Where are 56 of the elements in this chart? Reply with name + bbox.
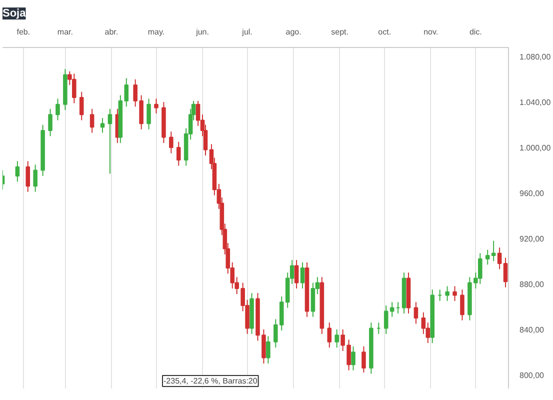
candlestick (169, 131, 174, 154)
candlestick (300, 262, 305, 289)
y-tick-label: 880,00 (520, 280, 545, 289)
candlestick (491, 240, 496, 262)
annotation: -235,4, -22,6 %, Barras:20 (164, 376, 258, 386)
y-tick-label: 800,00 (520, 370, 545, 380)
x-tick-label: sept. (331, 28, 349, 36)
y-tick-label: 1.000,00 (520, 144, 552, 153)
candlestick (452, 286, 457, 302)
candlestick (310, 282, 316, 318)
candlestick (48, 108, 52, 137)
candlestick (262, 328, 266, 364)
candlestick (414, 302, 418, 324)
x-tick-label: abr. (104, 28, 118, 36)
candlestick (79, 91, 84, 121)
y-tick-label: 1.040,00 (520, 98, 552, 108)
candlestick (497, 247, 502, 270)
candlestick (327, 322, 332, 348)
x-tick-label: jul. (241, 28, 252, 36)
candlestick (351, 346, 356, 371)
candlestick (133, 78, 138, 108)
candlestick (384, 305, 388, 334)
candlestick (100, 117, 105, 134)
candlestick (485, 249, 490, 266)
y-tick-label: 960,00 (520, 188, 545, 198)
y-tick-label: 840,00 (520, 325, 545, 334)
x-tick-label: dic. (469, 28, 482, 36)
x-tick-label: oct. (378, 28, 392, 36)
candlestick (15, 160, 20, 182)
candlestick (503, 257, 508, 288)
candlestick (421, 312, 426, 334)
x-tick-label: mar. (57, 28, 73, 36)
y-tick-label: 920,00 (520, 234, 545, 244)
candlestick (139, 94, 144, 130)
candlestick (274, 318, 278, 348)
candlestick (445, 286, 450, 302)
candlestick (33, 164, 38, 192)
candlestick (460, 289, 464, 321)
candlestick (26, 160, 30, 192)
x-tick-label: jun. (195, 28, 209, 36)
candlestick (334, 328, 339, 348)
x-tick-label: feb. (16, 28, 30, 36)
candlestick (108, 108, 112, 174)
candlestick (56, 98, 60, 121)
y-tick-label: 1.080,00 (520, 52, 552, 62)
x-tick-label: may. (148, 28, 165, 36)
candlestick (266, 336, 270, 364)
candlestick (146, 98, 151, 130)
candlestick (362, 346, 366, 374)
candlestick (176, 141, 181, 166)
chart-title: Soja (2, 8, 27, 20)
x-tick-label: ago. (286, 28, 302, 36)
x-tick-label: nov. (424, 28, 438, 36)
candlestick (294, 260, 299, 289)
candlestick (154, 98, 158, 114)
candlestick (90, 108, 94, 134)
